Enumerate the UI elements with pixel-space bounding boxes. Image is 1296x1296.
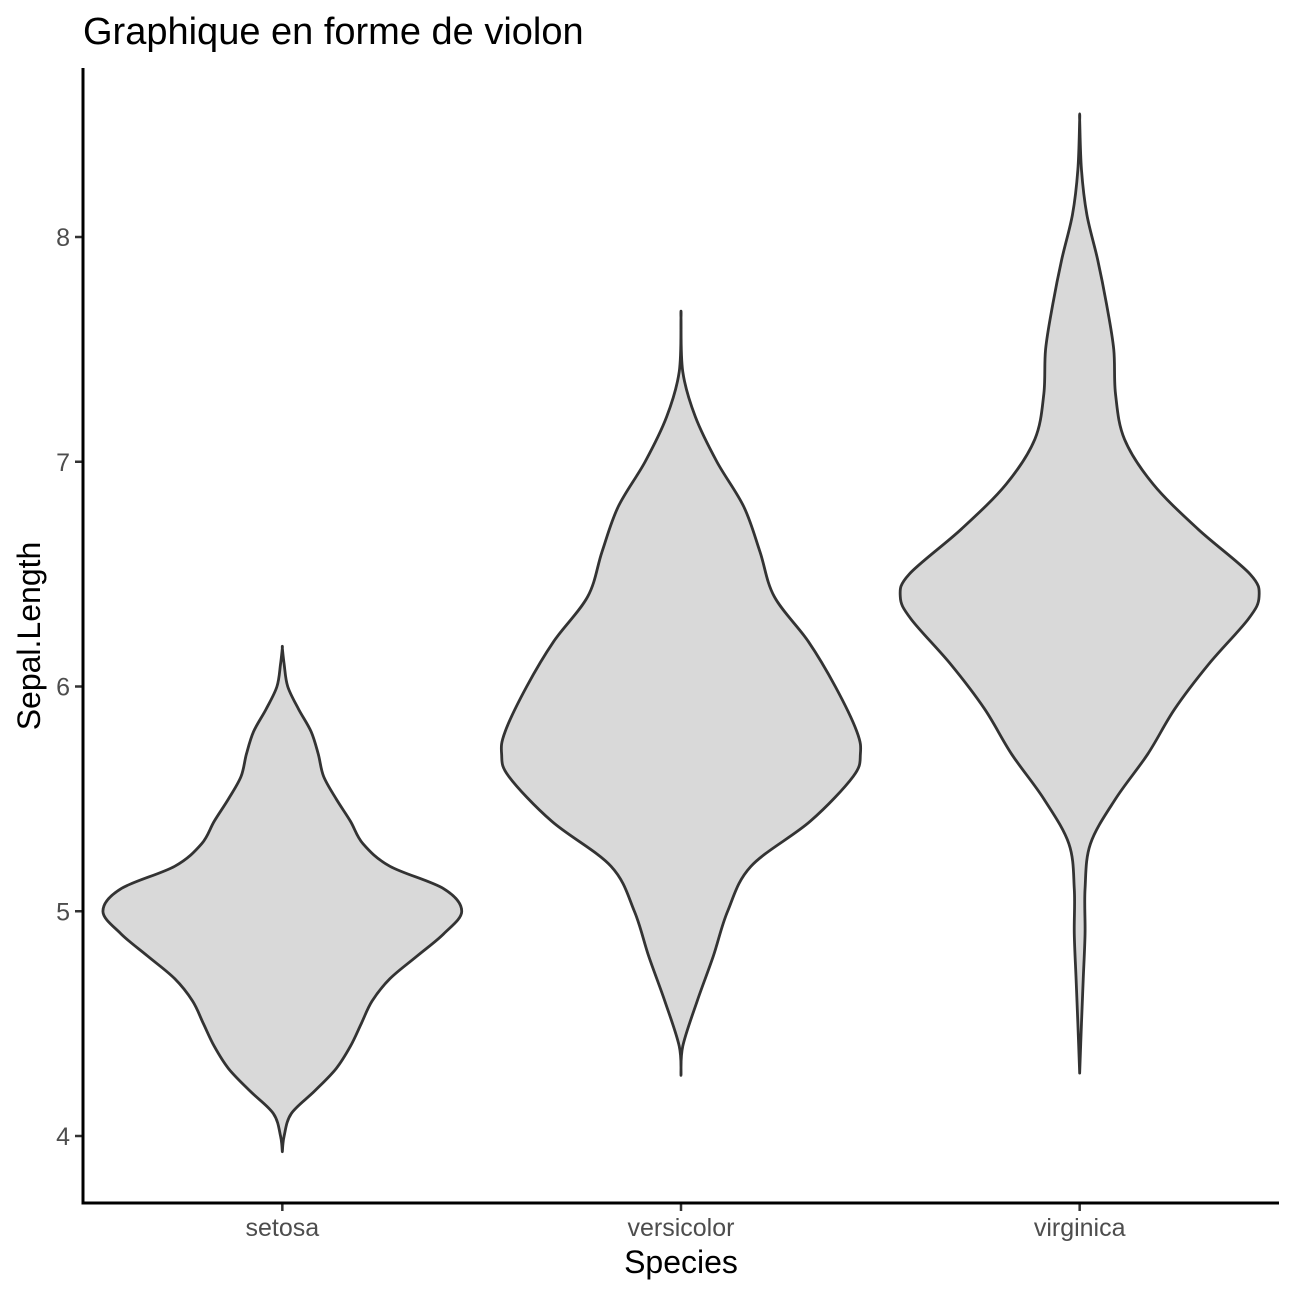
violin-setosa — [101, 644, 464, 1154]
y-axis-ticks: 4 5 6 7 8 — [56, 224, 83, 1151]
y-tick-label: 5 — [56, 898, 70, 926]
x-axis-ticks: setosa versicolor virginica — [245, 1203, 1126, 1242]
x-tick-label-versicolor: versicolor — [628, 1214, 735, 1242]
violin-versicolor — [499, 309, 863, 1077]
y-tick-label: 7 — [56, 449, 70, 477]
y-tick-label: 6 — [56, 674, 70, 702]
x-tick-label-setosa: setosa — [245, 1214, 319, 1242]
y-tick-label: 4 — [56, 1123, 70, 1151]
chart-title: Graphique en forme de violon — [83, 11, 584, 53]
violin-virginica — [898, 112, 1261, 1075]
x-axis-title: Species — [624, 1244, 738, 1280]
y-axis-title: Sepal.Length — [11, 542, 47, 731]
y-tick-label: 8 — [56, 224, 70, 252]
x-tick-label-virginica: virginica — [1034, 1214, 1126, 1242]
violin-group — [101, 112, 1261, 1154]
